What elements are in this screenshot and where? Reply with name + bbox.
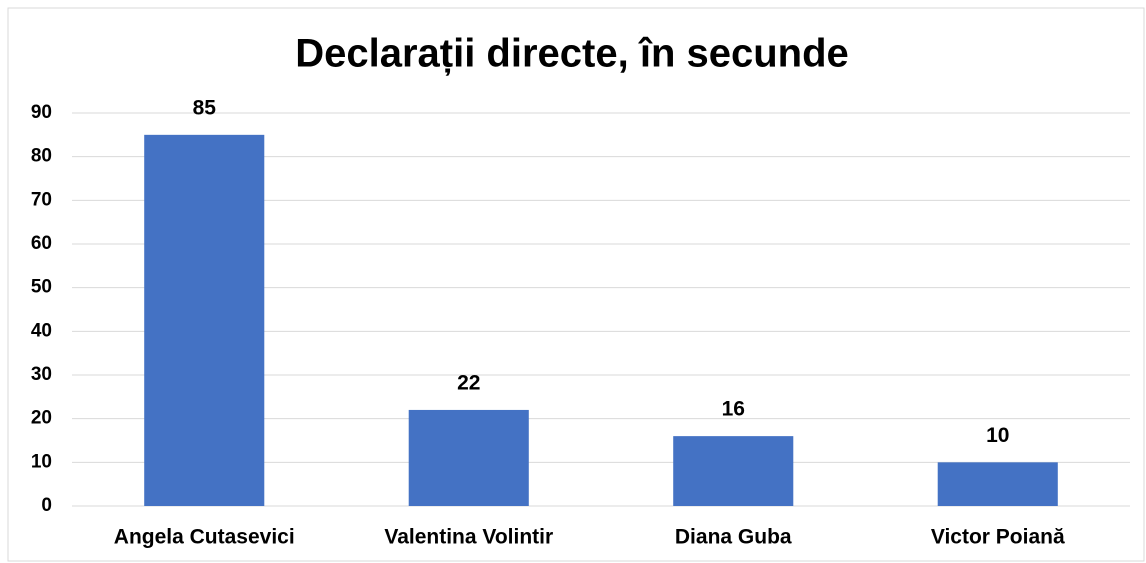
- y-tick-label: 90: [31, 102, 52, 123]
- y-tick-label: 50: [31, 277, 52, 298]
- value-label: 22: [457, 371, 480, 394]
- y-tick-label: 20: [31, 408, 52, 429]
- y-tick-label: 10: [31, 451, 52, 472]
- bar: [408, 409, 529, 506]
- y-tick-label: 40: [31, 320, 52, 341]
- x-tick-label: Angela Cutasevici: [114, 526, 295, 549]
- x-tick-label: Diana Guba: [675, 526, 792, 549]
- value-label: 10: [986, 424, 1009, 447]
- bar: [673, 436, 794, 506]
- y-tick-label: 80: [31, 146, 52, 167]
- bar: [144, 134, 265, 507]
- y-tick-label: 30: [31, 364, 52, 385]
- y-tick-label: 70: [31, 189, 52, 210]
- value-label: 85: [193, 96, 217, 119]
- chart-title: Declarații directe, în secunde: [295, 32, 849, 76]
- x-tick-label: Valentina Volintir: [384, 526, 553, 549]
- y-tick-label: 0: [41, 495, 52, 516]
- value-label: 16: [722, 398, 745, 421]
- y-tick-label: 60: [31, 233, 52, 254]
- x-tick-label: Victor Poiană: [931, 526, 1065, 549]
- bar: [937, 462, 1058, 506]
